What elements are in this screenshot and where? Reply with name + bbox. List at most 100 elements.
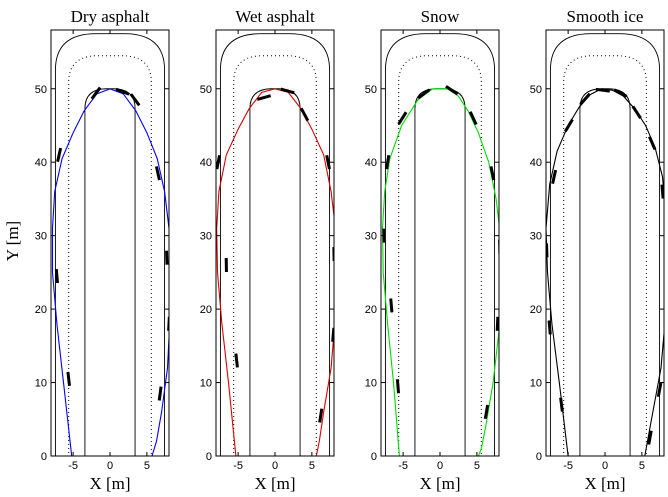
x-tick-label: -5 — [398, 460, 408, 472]
trajectory-marker — [395, 379, 401, 394]
track-inner-boundary — [249, 88, 301, 456]
y-tick-label: 20 — [530, 304, 542, 316]
trajectory-marker — [389, 298, 394, 313]
panel-2: 0 10 20 30 40 50 -5 0 5 Wet asphalt X [m] — [200, 7, 335, 493]
trajectory-marker — [417, 88, 431, 100]
y-tick-label: 10 — [200, 378, 212, 390]
trajectory-marker — [90, 86, 102, 100]
trajectory-line — [216, 88, 334, 456]
trajectory-marker — [129, 93, 141, 107]
panel-1: 0 10 20 30 40 50 -5 0 5 Dry asphalt X [m] — [35, 7, 170, 493]
trajectory-marker — [489, 166, 496, 181]
y-tick-label: 20 — [35, 304, 47, 316]
y-tick-label: 10 — [530, 378, 542, 390]
trajectory-marker — [559, 397, 564, 412]
trajectory-marker — [56, 147, 63, 163]
x-tick-label: -5 — [563, 460, 573, 472]
trajectory-marker — [656, 382, 663, 398]
y-tick-label: 40 — [530, 157, 542, 169]
trajectory-marker — [115, 87, 130, 96]
x-tick-label: 0 — [602, 460, 608, 472]
trajectory-marker — [468, 111, 478, 126]
trajectory-marker — [631, 105, 642, 119]
x-axis-label: X [m] — [89, 474, 130, 493]
x-axis-label: X [m] — [254, 474, 295, 493]
trajectory-marker — [157, 386, 163, 401]
panel-title: Snow — [421, 7, 460, 26]
trajectory-marker — [445, 85, 459, 96]
y-tick-label: 50 — [530, 84, 542, 96]
trajectory-marker — [234, 353, 239, 368]
trajectory-marker — [647, 430, 653, 445]
x-axis-label: X [m] — [584, 474, 625, 493]
track-outer-boundary — [54, 33, 166, 456]
trajectory-marker — [660, 184, 664, 199]
trajectory-marker — [595, 87, 610, 93]
x-tick-label: 0 — [437, 460, 443, 472]
y-tick-label: 50 — [365, 84, 377, 96]
trajectory-marker — [547, 320, 552, 335]
y-tick-label: 0 — [371, 451, 377, 463]
trajectory-line — [381, 88, 499, 456]
panel-3: 0 10 20 30 40 50 -5 0 5 Snow X [m] — [365, 7, 500, 493]
x-tick-label: -5 — [233, 460, 243, 472]
trajectory-marker — [579, 92, 591, 106]
plot-area — [51, 33, 169, 456]
y-tick-label: 10 — [35, 378, 47, 390]
x-tick-label: 0 — [107, 460, 113, 472]
x-tick-label: 5 — [144, 460, 150, 472]
track-outer-boundary — [384, 33, 496, 456]
y-axis-label: Y [m] — [3, 221, 22, 261]
trajectory-marker — [397, 111, 408, 125]
track-centerline — [398, 55, 482, 456]
x-tick-label: 0 — [272, 460, 278, 472]
trajectory-marker — [280, 87, 295, 95]
y-tick-label: 50 — [200, 84, 212, 96]
track-centerline — [563, 55, 647, 456]
y-tick-label: 30 — [365, 231, 377, 243]
x-tick-label: -5 — [68, 460, 78, 472]
trajectory-marker — [385, 155, 391, 170]
y-tick-label: 0 — [536, 451, 542, 463]
track-outer-boundary — [549, 33, 661, 456]
trajectory-marker — [299, 107, 310, 122]
trajectory-marker — [66, 371, 71, 387]
panel-title: Wet asphalt — [235, 7, 315, 26]
y-tick-label: 20 — [200, 304, 212, 316]
trajectory-marker — [318, 408, 324, 423]
trajectory-marker — [154, 166, 161, 181]
trajectory-marker — [256, 94, 272, 101]
x-tick-label: 5 — [309, 460, 315, 472]
trajectory-marker — [551, 169, 558, 185]
y-tick-label: 40 — [365, 157, 377, 169]
y-tick-label: 50 — [35, 84, 47, 96]
x-tick-label: 5 — [639, 460, 645, 472]
trajectory-marker — [483, 404, 490, 420]
panel-title: Smooth ice — [567, 7, 644, 26]
plot-area — [216, 33, 334, 456]
y-tick-label: 30 — [35, 231, 47, 243]
track-outer-boundary — [219, 33, 331, 456]
y-tick-label: 40 — [200, 157, 212, 169]
track-inner-boundary — [579, 88, 631, 456]
y-tick-label: 30 — [200, 231, 212, 243]
x-tick-label: 5 — [474, 460, 480, 472]
y-tick-label: 0 — [41, 451, 47, 463]
trajectory-line — [51, 88, 169, 456]
trajectory-marker — [663, 330, 664, 339]
panel-title: Dry asphalt — [71, 7, 150, 26]
track-inner-boundary — [414, 88, 466, 456]
trajectory-marker — [325, 155, 331, 170]
trajectory-marker — [563, 118, 574, 133]
panel-4: 0 10 20 30 40 50 -5 0 5 Smooth ice X [m] — [530, 7, 665, 493]
trajectory-marker — [613, 88, 628, 98]
y-tick-label: 0 — [206, 451, 212, 463]
trajectory-marker — [54, 268, 59, 284]
y-tick-label: 30 — [530, 231, 542, 243]
plot-area — [546, 33, 664, 456]
x-axis-label: X [m] — [419, 474, 460, 493]
y-tick-label: 40 — [35, 157, 47, 169]
plot-area — [381, 33, 499, 456]
trajectory-marker — [495, 316, 499, 331]
